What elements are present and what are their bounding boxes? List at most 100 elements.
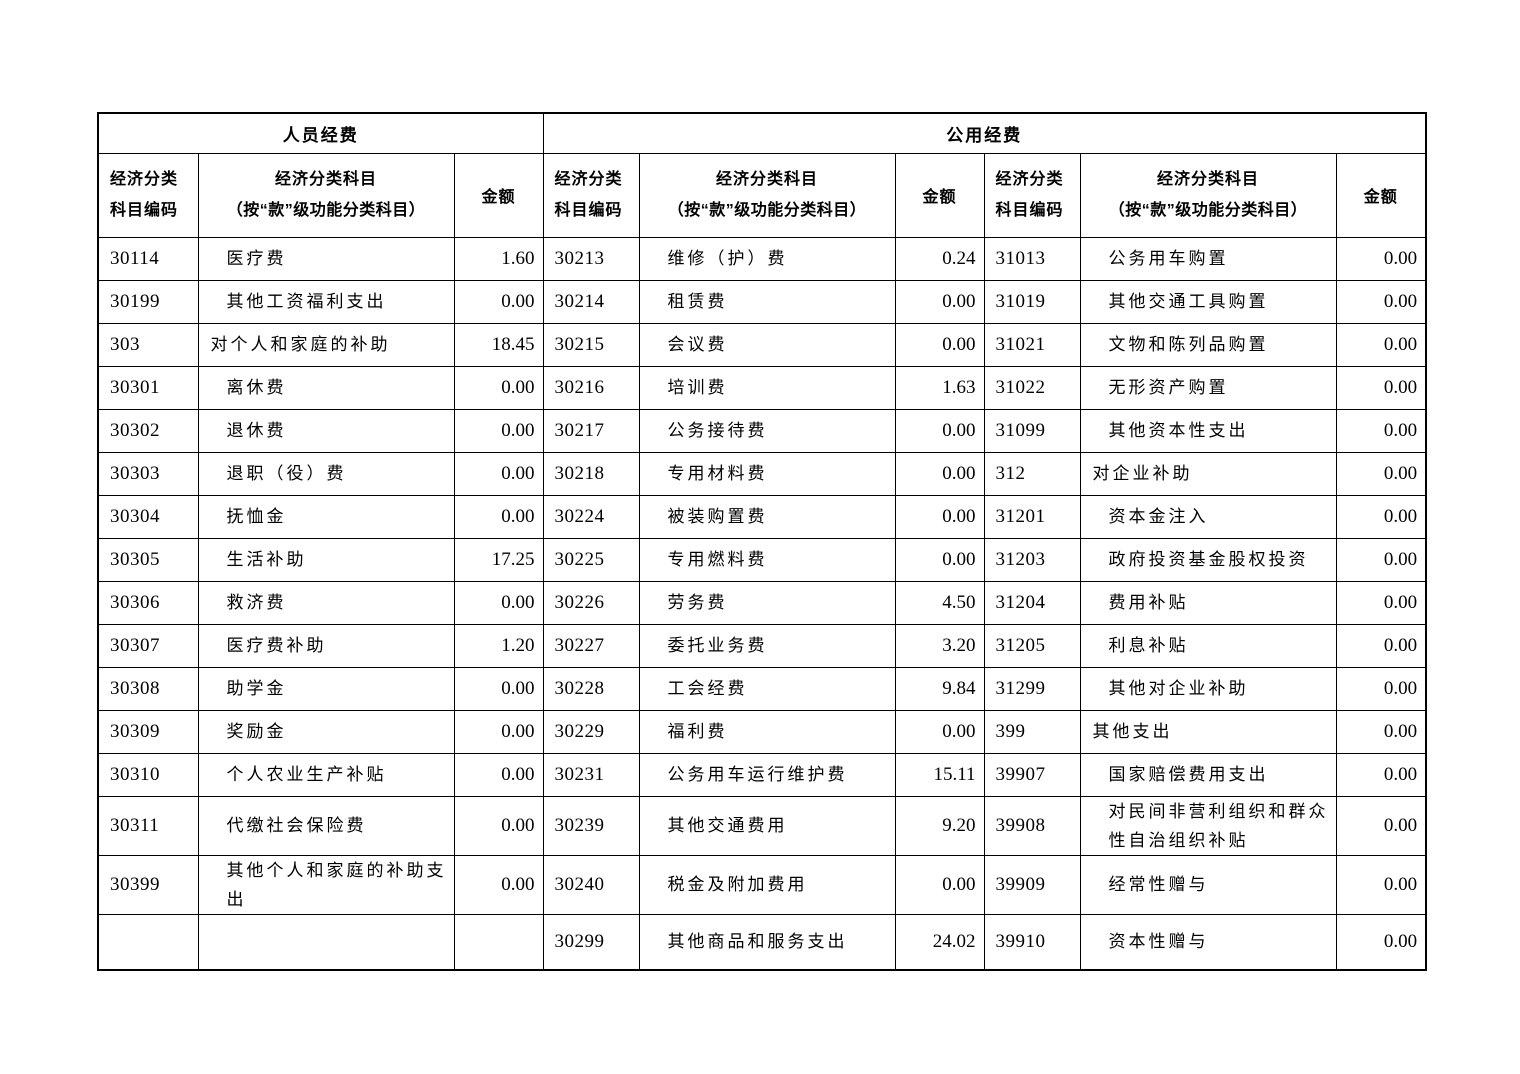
col-header-subject-line1: 经济分类科目 (274, 171, 377, 188)
cell-amount: 0.00 (894, 854, 985, 915)
cell-subject: 退休费 (197, 408, 455, 453)
table-row: 30303 退职（役）费 0.00 30218 专用材料费 0.00 312 对企业补助 0.0… (97, 451, 1427, 496)
cell-code: 30214 (542, 279, 640, 324)
cell-amount: 17.25 (453, 537, 544, 582)
cell-code: 30225 (542, 537, 640, 582)
cell-code: 31013 (983, 236, 1081, 281)
cell-code: 31299 (983, 666, 1081, 711)
cell-subject: 生活补助 (197, 537, 455, 582)
cell-code: 30226 (542, 580, 640, 625)
cell-amount: 0.00 (1335, 854, 1427, 915)
cell-amount: 0.00 (453, 365, 544, 410)
cell-amount: 0.00 (894, 451, 985, 496)
cell-amount: 0.00 (1335, 580, 1427, 625)
cell-amount: 1.60 (453, 236, 544, 281)
table-row: 30199 其他工资福利支出 0.00 30214 租赁费 0.00 31019 其他交通工具… (97, 279, 1427, 324)
column-header-row: 经济分类科目编码 经济分类科目 （按“款”级功能分类科目） 金额 经济分类科目编… (97, 152, 1427, 238)
cell-amount: 0.00 (1335, 913, 1427, 971)
cell-subject: 工会经费 (638, 666, 896, 711)
cell-subject: 公务用车购置 (1079, 236, 1337, 281)
cell-code: 30301 (97, 365, 199, 410)
cell-code: 39909 (983, 854, 1081, 915)
cell-subject: 公务用车运行维护费 (638, 752, 896, 797)
cell-code: 30299 (542, 913, 640, 971)
cell-amount: 0.00 (1335, 795, 1427, 856)
cell-subject: 资本性赠与 (1079, 913, 1337, 971)
cell-amount (453, 913, 544, 971)
cell-amount: 0.00 (453, 709, 544, 754)
table-row: 30310 个人农业生产补贴 0.00 30231 公务用车运行维护费 15.11 3990… (97, 752, 1427, 797)
cell-amount: 0.00 (1335, 494, 1427, 539)
cell-code: 30306 (97, 580, 199, 625)
cell-subject: 培训费 (638, 365, 896, 410)
cell-code: 30304 (97, 494, 199, 539)
cell-code: 31021 (983, 322, 1081, 367)
cell-subject: 会议费 (638, 322, 896, 367)
cell-subject: 福利费 (638, 709, 896, 754)
cell-subject: 国家赔偿费用支出 (1079, 752, 1337, 797)
cell-subject: 抚恤金 (197, 494, 455, 539)
cell-subject: 其他商品和服务支出 (638, 913, 896, 971)
section-header-row: 人员经费 公用经费 (97, 112, 1427, 154)
col-header-code-text: 经济分类科目编码 (110, 171, 179, 219)
cell-amount: 0.00 (1335, 666, 1427, 711)
cell-code: 30217 (542, 408, 640, 453)
col-header-subject-line2: （按“款”级功能分类科目） (1108, 202, 1308, 219)
table-row: 30305 生活补助 17.25 30225 专用燃料费 0.00 31203 政府投资基金股… (97, 537, 1427, 582)
cell-amount: 1.63 (894, 365, 985, 410)
cell-amount: 0.00 (1335, 709, 1427, 754)
col-header-subject-line1: 经济分类科目 (716, 171, 819, 188)
cell-code: 399 (983, 709, 1081, 754)
cell-code: 31201 (983, 494, 1081, 539)
cell-subject: 租赁费 (638, 279, 896, 324)
cell-subject: 其他个人和家庭的补助支出 (197, 854, 455, 915)
cell-subject: 维修（护）费 (638, 236, 896, 281)
cell-subject: 奖励金 (197, 709, 455, 754)
table-row: 30301 离休费 0.00 30216 培训费 1.63 31022 无形资产购置 0.00 (97, 365, 1427, 410)
cell-code: 30216 (542, 365, 640, 410)
cell-subject: 无形资产购置 (1079, 365, 1337, 410)
cell-code: 30308 (97, 666, 199, 711)
cell-subject (197, 913, 455, 971)
cell-amount: 0.00 (453, 854, 544, 915)
cell-subject: 税金及附加费用 (638, 854, 896, 915)
col-header-subject-3: 经济分类科目 （按“款”级功能分类科目） (1079, 152, 1337, 238)
cell-subject: 退职（役）费 (197, 451, 455, 496)
cell-subject: 其他资本性支出 (1079, 408, 1337, 453)
cell-code: 30239 (542, 795, 640, 856)
cell-amount: 0.00 (1335, 365, 1427, 410)
cell-amount: 0.00 (1335, 322, 1427, 367)
col-header-amount-1: 金额 (453, 152, 544, 238)
cell-code: 30215 (542, 322, 640, 367)
cell-code: 30307 (97, 623, 199, 668)
cell-subject: 对企业补助 (1079, 451, 1337, 496)
col-header-code-text: 经济分类科目编码 (554, 171, 623, 219)
cell-amount: 0.00 (1335, 752, 1427, 797)
cell-subject: 资本金注入 (1079, 494, 1337, 539)
cell-amount: 0.00 (453, 279, 544, 324)
cell-subject: 代缴社会保险费 (197, 795, 455, 856)
cell-code: 30228 (542, 666, 640, 711)
cell-code: 30303 (97, 451, 199, 496)
cell-amount: 24.02 (894, 913, 985, 971)
cell-amount: 0.00 (894, 322, 985, 367)
cell-subject: 其他支出 (1079, 709, 1337, 754)
section-header-public: 公用经费 (542, 112, 1427, 154)
cell-code (97, 913, 199, 971)
cell-code: 31203 (983, 537, 1081, 582)
cell-amount: 9.20 (894, 795, 985, 856)
cell-code: 39907 (983, 752, 1081, 797)
table-row: 30308 助学金 0.00 30228 工会经费 9.84 31299 其他对企业补助 0.0… (97, 666, 1427, 711)
cell-amount: 0.00 (894, 709, 985, 754)
cell-subject: 专用材料费 (638, 451, 896, 496)
col-header-subject-1: 经济分类科目 （按“款”级功能分类科目） (197, 152, 455, 238)
cell-subject: 助学金 (197, 666, 455, 711)
cell-code: 31204 (983, 580, 1081, 625)
cell-subject: 对民间非营利组织和群众性自治组织补贴 (1079, 795, 1337, 856)
table-row: 30304 抚恤金 0.00 30224 被装购置费 0.00 31201 资本金注入 0.00 (97, 494, 1427, 539)
cell-subject: 对个人和家庭的补助 (197, 322, 455, 367)
cell-code: 31022 (983, 365, 1081, 410)
cell-code: 30227 (542, 623, 640, 668)
table-row: 30399 其他个人和家庭的补助支出 0.00 30240 税金及附加费用 0.00 399… (97, 854, 1427, 915)
col-header-subject-line2: （按“款”级功能分类科目） (667, 202, 867, 219)
